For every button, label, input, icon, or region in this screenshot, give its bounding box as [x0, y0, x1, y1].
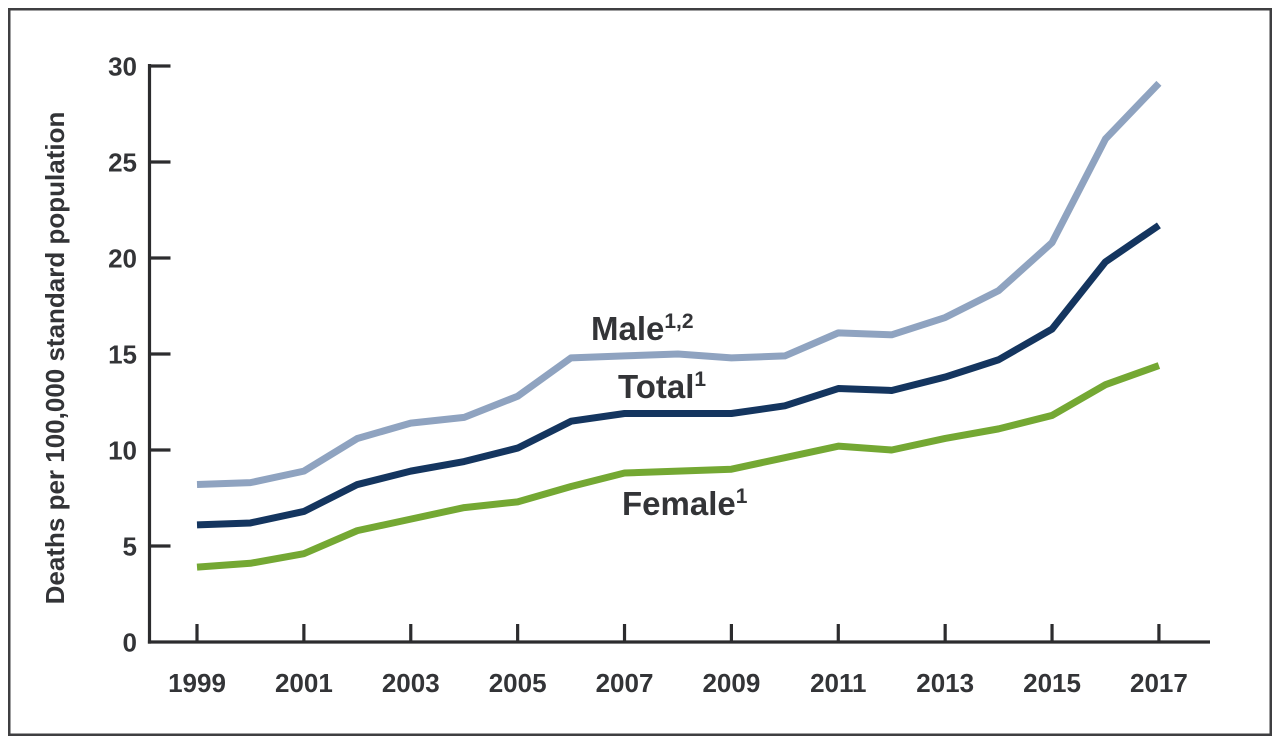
y-tick-label: 25 — [108, 148, 137, 178]
series-label-female: Female1 — [622, 485, 748, 522]
male-line — [196, 80, 1162, 489]
total-line — [196, 222, 1161, 529]
tick-labels: 0 5 10 15 20 25 30 1999 2001 2003 2005 2007 2009 2011… — [108, 52, 1188, 699]
axes — [147, 64, 1210, 644]
x-tick-label: 2015 — [1023, 668, 1081, 698]
series-label-female-superscript: 1 — [736, 485, 748, 508]
x-tick-label: 2013 — [916, 668, 974, 698]
y-tick-label: 30 — [108, 52, 137, 82]
x-tick-label: 2017 — [1130, 668, 1188, 698]
y-tick-label: 15 — [108, 340, 137, 370]
y-tick-label: 0 — [123, 628, 137, 658]
x-tick-label: 2003 — [382, 668, 440, 698]
x-tick-label: 2005 — [489, 668, 547, 698]
x-tick-label: 1999 — [168, 668, 226, 698]
series-label-total-superscript: 1 — [694, 368, 706, 391]
y-tick-label: 10 — [108, 436, 137, 466]
series-label-total: Total1 — [618, 368, 706, 405]
y-axis-title: Deaths per 100,000 standard population — [40, 112, 70, 605]
series-label-female-text: Female — [622, 485, 736, 522]
series-label-male-superscript: 1,2 — [664, 310, 693, 333]
x-tick-label: 2001 — [275, 668, 333, 698]
series-label-total-text: Total — [618, 368, 694, 405]
x-tick-label: 2007 — [596, 668, 654, 698]
x-tick-label: 2011 — [810, 668, 866, 698]
x-tick-label: 2009 — [702, 668, 760, 698]
female-line — [196, 362, 1161, 571]
figure-border — [8, 8, 1272, 736]
series-lines — [196, 80, 1162, 571]
y-tick-label: 20 — [108, 244, 137, 274]
series-label-male-text: Male — [591, 310, 664, 347]
y-tick-label: 5 — [123, 532, 137, 562]
series-label-male: Male1,2 — [591, 310, 694, 347]
